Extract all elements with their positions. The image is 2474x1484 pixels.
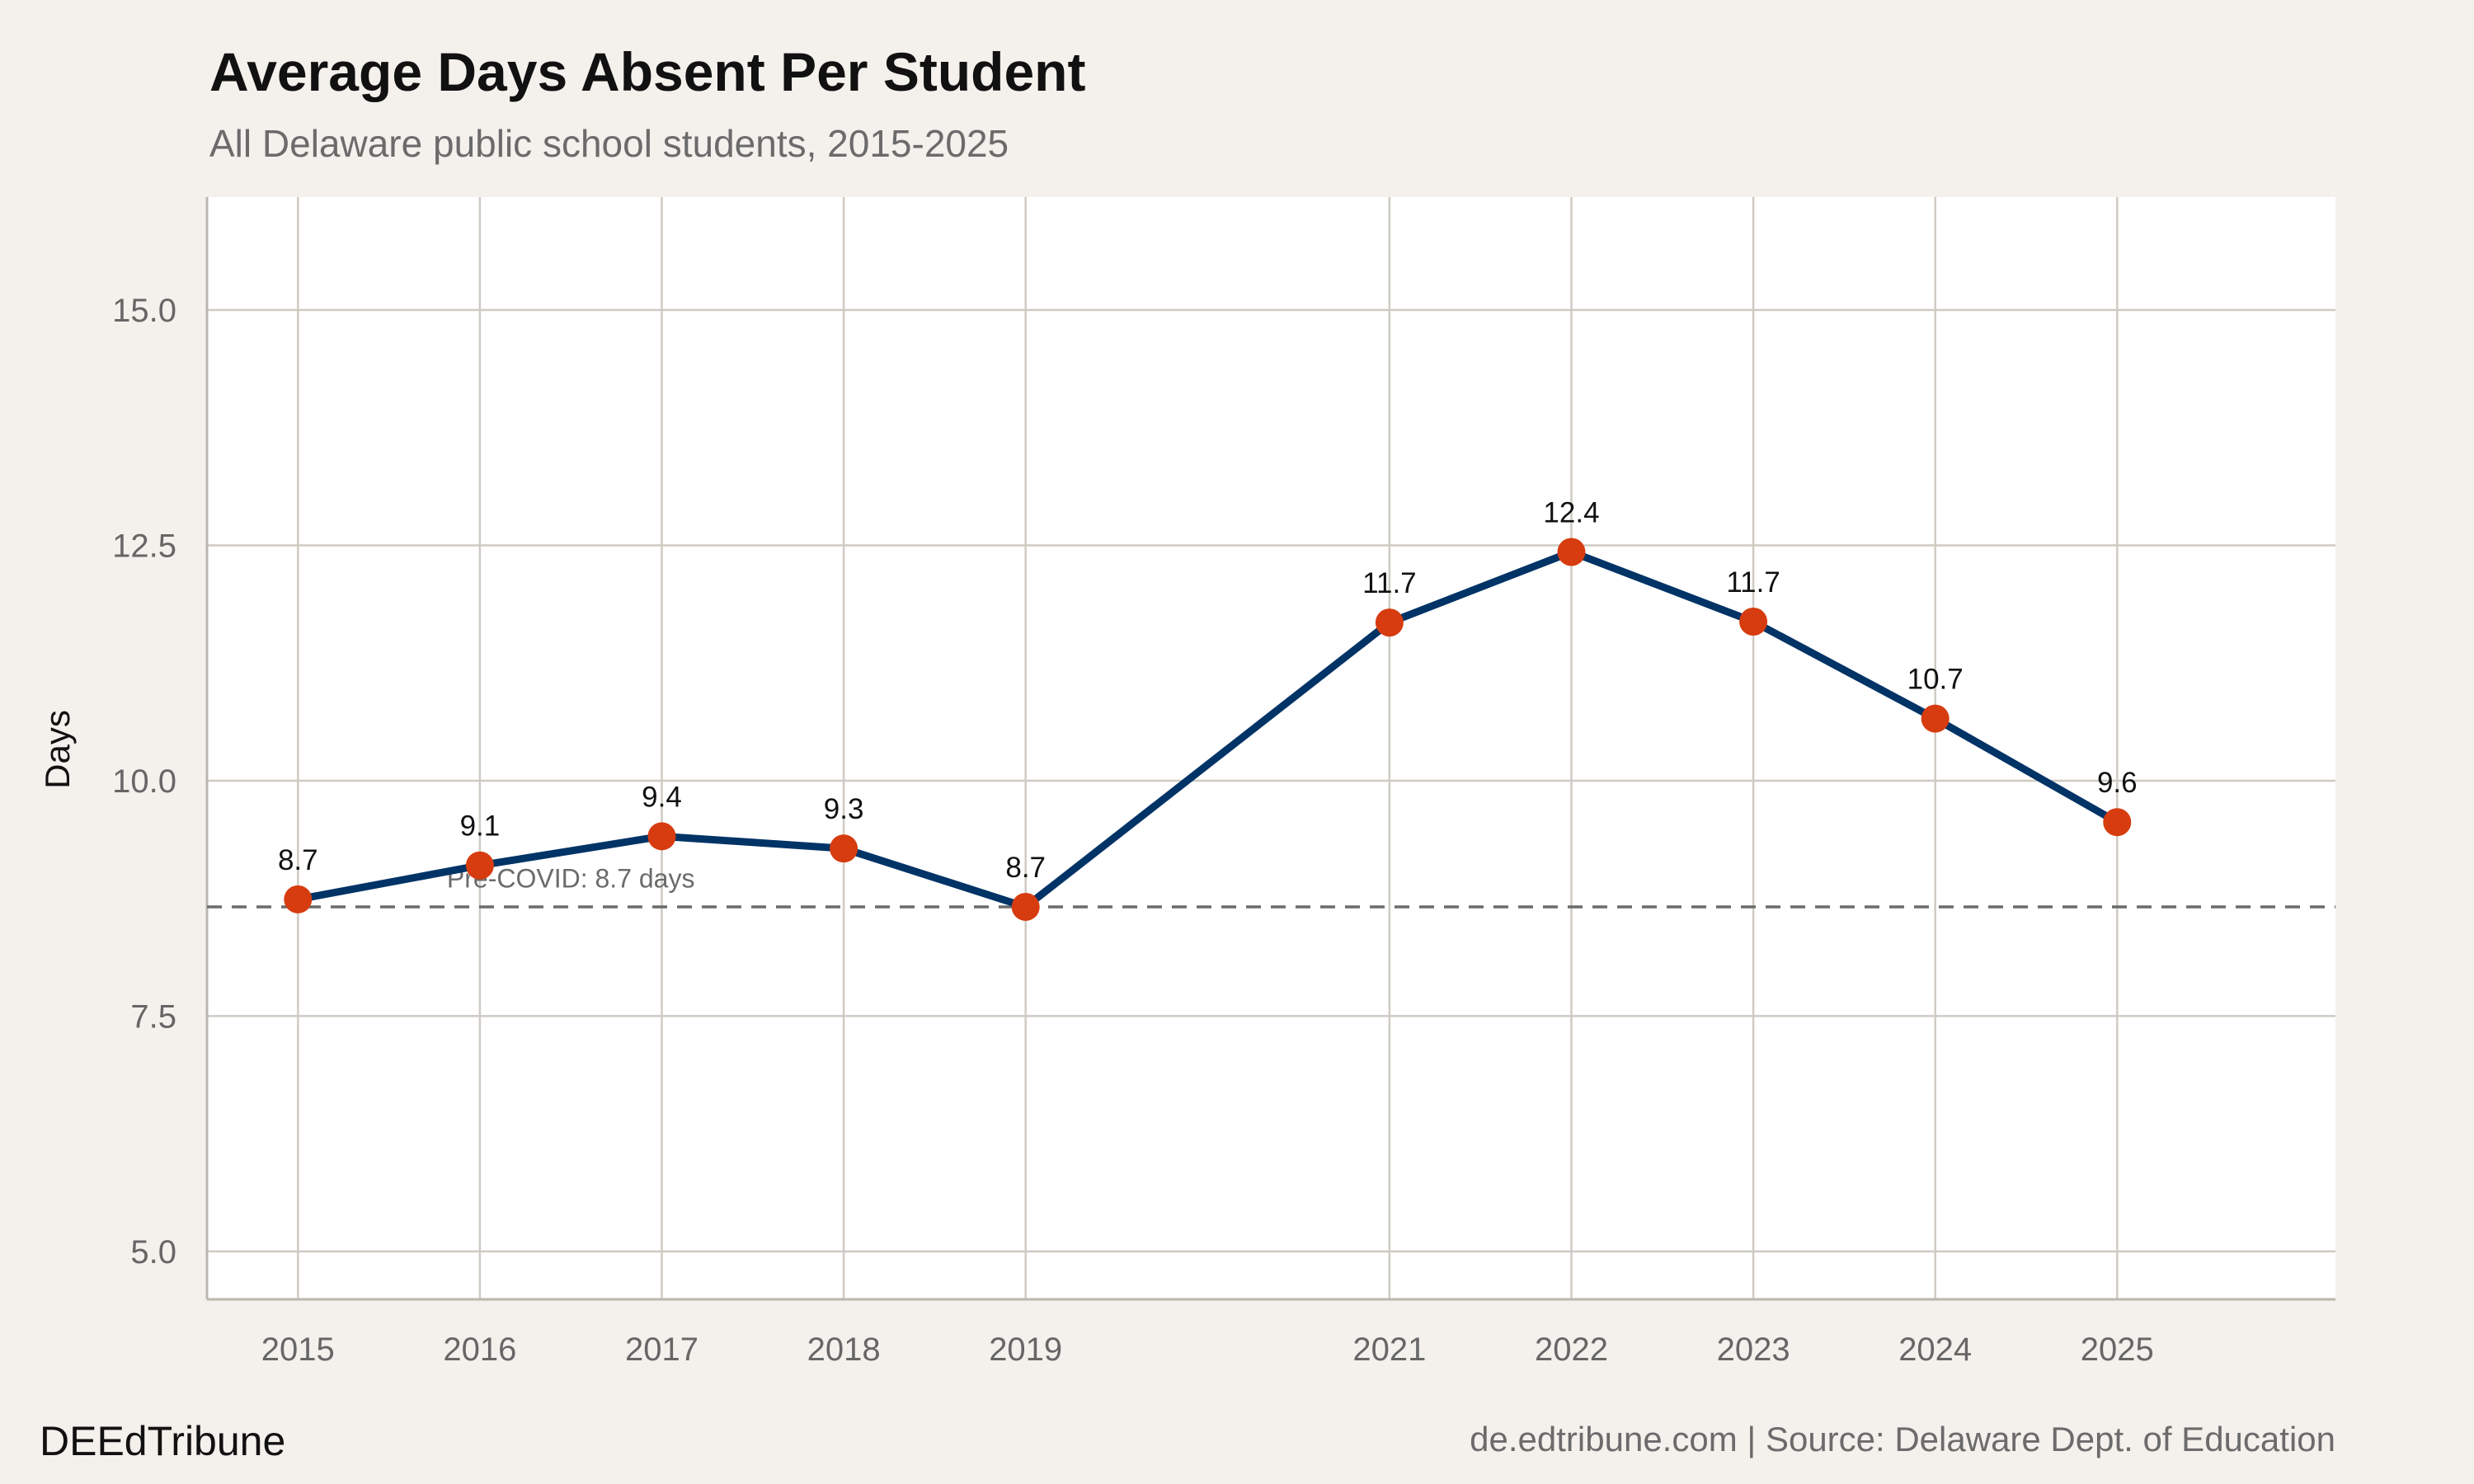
x-tick-label: 2015 [261, 1331, 335, 1368]
y-tick-label: 5.0 [130, 1234, 176, 1270]
y-tick-label: 10.0 [112, 763, 176, 800]
y-tick-label: 7.5 [130, 998, 176, 1035]
x-tick-label: 2019 [989, 1331, 1062, 1368]
data-point [1375, 608, 1404, 637]
data-point [830, 834, 858, 863]
data-point [1739, 607, 1768, 636]
data-point [1557, 538, 1586, 566]
data-label: 9.6 [2097, 767, 2138, 799]
data-labels: 8.7 9.1 9.4 9.3 8.7 11.7 12.4 11.7 10.7 9.6 [278, 496, 2138, 883]
data-label: 9.3 [824, 793, 864, 825]
data-label: 8.7 [1005, 852, 1046, 884]
data-point [647, 822, 676, 851]
data-label: 11.7 [1726, 566, 1780, 599]
x-tick-label: 2024 [1898, 1331, 1972, 1368]
series-line [297, 547, 2119, 911]
chart-title: Average Days Absent Per Student [209, 41, 1085, 102]
x-tick-label: 2016 [443, 1331, 516, 1368]
data-label: 11.7 [1362, 567, 1417, 599]
x-tick-label: 2023 [1717, 1331, 1790, 1368]
x-tick-label: 2022 [1535, 1331, 1608, 1368]
y-axis-label: Days [38, 710, 77, 789]
plot-panel [207, 197, 2335, 1298]
data-point [1921, 704, 1950, 733]
data-label: 8.7 [278, 844, 318, 876]
source-footer: de.edtribune.com | Source: Delaware Dept… [1470, 1420, 2335, 1458]
x-tick-label: 2018 [807, 1331, 881, 1368]
brand-footer: DEEdTribune [40, 1418, 285, 1464]
data-label: 9.4 [642, 781, 682, 813]
x-tick-labels: 2015 2016 2017 2018 2019 2021 2022 2023 2024 2025 [261, 1331, 2154, 1368]
x-tick-label: 2021 [1352, 1331, 1426, 1368]
y-tick-label: 15.0 [112, 293, 176, 329]
x-tick-label: 2025 [2081, 1331, 2154, 1368]
gridlines [207, 197, 2335, 1298]
y-tick-labels: 5.0 7.5 10.0 12.5 15.0 [112, 293, 176, 1270]
data-point [1011, 892, 1040, 921]
data-point [284, 885, 313, 913]
data-label: 12.4 [1543, 496, 1599, 528]
data-points [284, 538, 2132, 921]
x-tick-label: 2017 [625, 1331, 698, 1368]
data-label: 9.1 [460, 810, 501, 843]
chart-subtitle: All Delaware public school students, 201… [209, 122, 1009, 165]
data-label: 10.7 [1907, 664, 1964, 696]
data-point [2103, 808, 2132, 837]
data-point [465, 851, 494, 880]
y-tick-label: 12.5 [112, 528, 176, 564]
